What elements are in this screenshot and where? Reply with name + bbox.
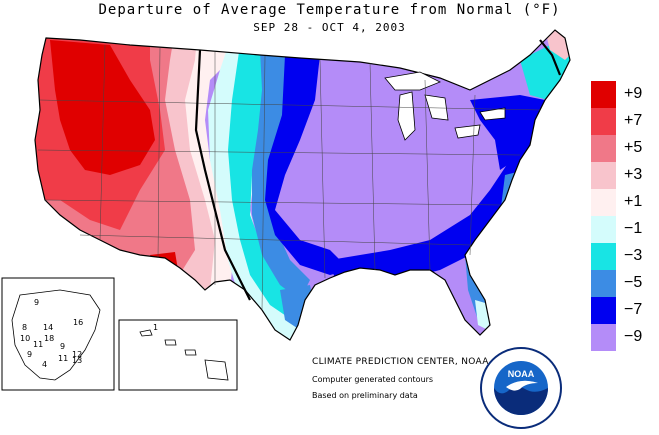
- alaska-station-value: 16: [73, 318, 84, 327]
- state-boundaries: [37, 44, 541, 311]
- legend-item: −9: [591, 324, 659, 351]
- noaa-logo: NOAA: [480, 347, 562, 434]
- legend-label: −7: [624, 301, 643, 318]
- legend-swatch: [591, 297, 616, 324]
- alaska-station-value: 9: [34, 298, 40, 307]
- legend-item: +9: [591, 81, 659, 108]
- alaska-station-value: 10: [20, 334, 31, 343]
- credit-line-3: Based on preliminary data: [312, 391, 418, 400]
- alaska-station-value: 11: [58, 354, 69, 363]
- legend-swatch: [591, 324, 616, 351]
- noaa-logo-text: NOAA: [508, 369, 535, 379]
- legend-item: +5: [591, 135, 659, 162]
- alaska-inset: [1, 277, 115, 391]
- us-outline: [34, 29, 571, 341]
- legend-label: +1: [624, 193, 643, 210]
- legend-label: +3: [624, 166, 643, 183]
- map-title: Departure of Average Temperature from No…: [98, 2, 561, 18]
- legend-swatch: [591, 81, 616, 108]
- legend-item: +3: [591, 162, 659, 189]
- legend-item: −3: [591, 243, 659, 270]
- legend-item: +1: [591, 189, 659, 216]
- legend-item: +7: [591, 108, 659, 135]
- hawaii-station-value: 1: [153, 323, 159, 332]
- alaska-station-value: 11: [33, 340, 44, 349]
- legend-label: +9: [624, 85, 643, 102]
- legend-item: −7: [591, 297, 659, 324]
- legend-swatch: [591, 270, 616, 297]
- legend-swatch: [591, 162, 616, 189]
- alaska-station-value: 13: [72, 356, 83, 365]
- zero-contour: [194, 49, 251, 301]
- alaska-station-value: 18: [44, 334, 55, 343]
- alaska-station-value: 14: [43, 323, 54, 332]
- alaska-station-value: 9: [60, 342, 66, 351]
- legend-swatch: [591, 135, 616, 162]
- legend-swatch: [591, 108, 616, 135]
- alaska-station-value: 9: [27, 350, 33, 359]
- legend-label: −5: [624, 274, 643, 291]
- legend-swatch: [591, 243, 616, 270]
- legend-label: −3: [624, 247, 643, 264]
- legend-label: −9: [624, 328, 643, 345]
- legend-item: −5: [591, 270, 659, 297]
- credit-line-1: CLIMATE PREDICTION CENTER, NOAA: [312, 357, 489, 367]
- hawaii-inset: [118, 319, 238, 391]
- map-subtitle: SEP 28 - OCT 4, 2003: [253, 21, 406, 34]
- alaska-station-value: 8: [22, 323, 28, 332]
- zero-contour-ne: [539, 39, 562, 76]
- legend-label: +7: [624, 112, 643, 129]
- legend-swatch: [591, 216, 616, 243]
- legend-label: −1: [624, 220, 643, 237]
- legend-item: −1: [591, 216, 659, 243]
- legend-label: +5: [624, 139, 643, 156]
- alaska-station-value: 12: [72, 350, 83, 359]
- credit-line-2: Computer generated contours: [312, 375, 434, 384]
- alaska-station-value: 4: [42, 360, 48, 369]
- legend-swatch: [591, 189, 616, 216]
- legend: +9 +7 +5 +3 +1 −1 −3 −5 −7 −9: [591, 81, 659, 351]
